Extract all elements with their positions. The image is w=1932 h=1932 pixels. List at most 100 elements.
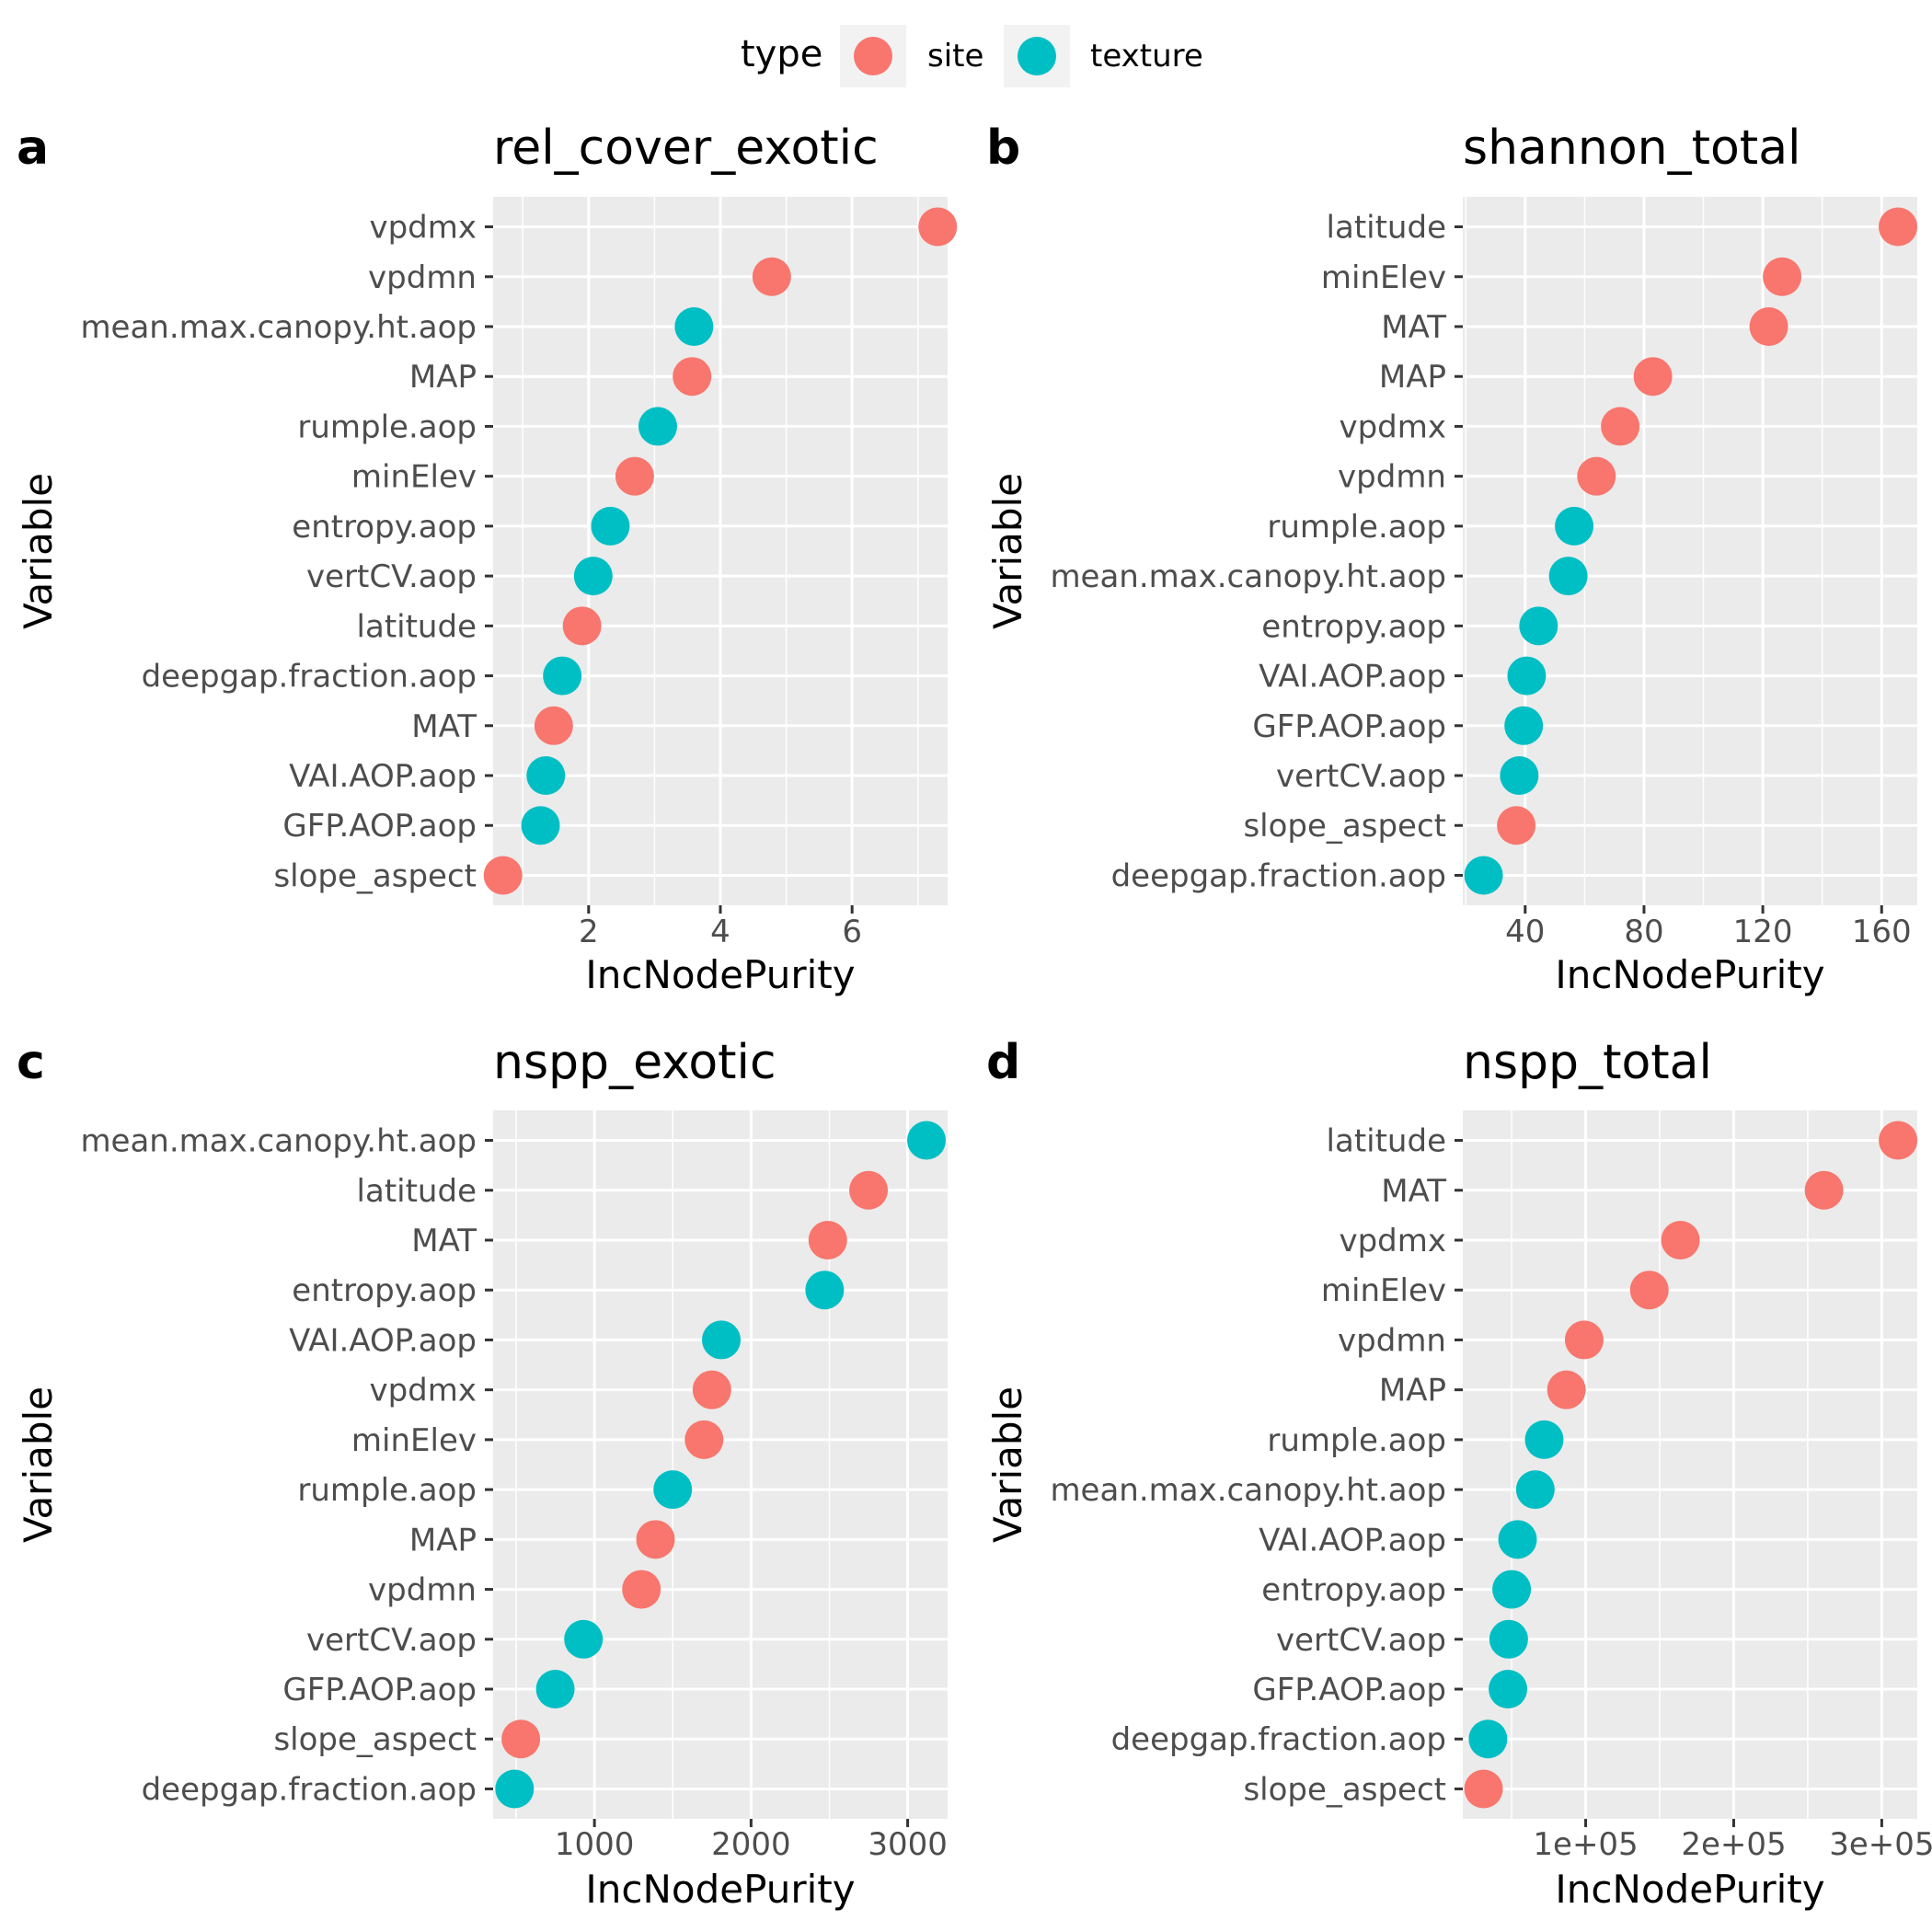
data-point	[1577, 456, 1616, 496]
data-point	[752, 257, 791, 296]
y-tick-label: MAP	[409, 359, 477, 396]
y-tick-label: latitude	[1327, 1123, 1446, 1160]
data-point	[1489, 1670, 1528, 1709]
data-point	[483, 856, 523, 895]
x-tick-label: 3e+05	[1829, 1826, 1932, 1863]
y-tick-label: entropy.aop	[292, 1272, 477, 1309]
y-axis-label: Variable	[16, 1386, 61, 1543]
y-tick-label: mean.max.canopy.ht.aop	[80, 309, 477, 346]
y-axis-label: Variable	[16, 473, 61, 629]
data-point	[1804, 1170, 1844, 1210]
data-point	[1497, 806, 1536, 845]
data-point	[495, 1769, 535, 1809]
y-tick-label: rumple.aop	[297, 1472, 477, 1509]
y-tick-label: vpdmn	[368, 259, 477, 296]
y-tick-label: VAI.AOP.aop	[1259, 659, 1446, 696]
panel-tag: c	[17, 1035, 45, 1090]
y-tick-label: slope_aspect	[1243, 1771, 1446, 1808]
data-point	[1555, 506, 1594, 546]
x-tick-label: 160	[1852, 914, 1912, 950]
data-point	[918, 207, 958, 247]
data-point	[526, 756, 566, 796]
y-tick-label: slope_aspect	[273, 857, 477, 894]
y-tick-label: mean.max.canopy.ht.aop	[1050, 558, 1446, 595]
y-tick-label: slope_aspect	[1243, 808, 1446, 845]
y-tick-label: minElev	[351, 1422, 477, 1459]
panel-title: shannon_total	[1463, 121, 1801, 176]
y-tick-label: vertCV.aop	[306, 1622, 477, 1659]
data-point	[1548, 557, 1588, 596]
y-tick-label: GFP.AOP.aop	[282, 1672, 477, 1708]
data-point	[702, 1320, 742, 1360]
y-tick-label: entropy.aop	[1261, 1572, 1446, 1609]
data-point	[521, 806, 560, 845]
panel-title: nspp_exotic	[493, 1035, 776, 1090]
panel-background	[1463, 1110, 1917, 1819]
y-tick-label: vpdmn	[368, 1572, 477, 1609]
y-tick-label: latitude	[357, 1173, 477, 1210]
data-point	[673, 357, 712, 397]
panel-tag: d	[986, 1035, 1020, 1090]
x-tick-label: 6	[842, 914, 862, 950]
y-tick-label: vertCV.aop	[1276, 758, 1446, 795]
y-tick-label: rumple.aop	[1267, 509, 1446, 546]
data-point	[1601, 407, 1640, 446]
x-tick-label: 3000	[868, 1826, 948, 1863]
data-point	[1515, 1470, 1555, 1510]
y-tick-label: vertCV.aop	[306, 558, 477, 595]
y-tick-label: vpdmn	[1338, 1322, 1446, 1359]
y-tick-label: MAT	[1381, 1173, 1446, 1210]
x-tick-label: 80	[1624, 914, 1663, 950]
x-tick-label: 40	[1505, 914, 1545, 950]
x-tick-label: 120	[1733, 914, 1793, 950]
data-point	[501, 1719, 541, 1759]
y-tick-label: minElev	[351, 459, 477, 496]
panel-c: c nspp_exotic mean.max.canopy.ht.aop latitu…	[16, 1035, 948, 1912]
data-point	[1468, 1719, 1508, 1759]
x-tick-label: 1e+05	[1533, 1826, 1638, 1863]
data-point	[1763, 257, 1802, 296]
data-point	[1507, 656, 1547, 696]
data-point	[535, 1670, 575, 1709]
panel-d: d nspp_total latitude MAT vpdmx minElev vpdmn M…	[985, 1035, 1932, 1912]
data-point	[573, 557, 613, 596]
y-tick-label: slope_aspect	[273, 1721, 477, 1758]
data-point	[1498, 1520, 1537, 1559]
legend-label-texture: texture	[1090, 38, 1203, 75]
data-point	[543, 656, 582, 696]
x-tick-label: 2e+05	[1681, 1826, 1786, 1863]
data-point	[1629, 1271, 1669, 1310]
y-tick-label: deepgap.fraction.aop	[1111, 1721, 1446, 1758]
y-tick-label: vpdmx	[369, 210, 477, 247]
panel-title: nspp_total	[1463, 1035, 1712, 1090]
y-tick-label: entropy.aop	[292, 509, 477, 546]
x-axis-label: IncNodePurity	[585, 952, 855, 997]
y-tick-label: vpdmx	[1339, 408, 1446, 445]
y-axis-label: Variable	[985, 473, 1030, 629]
y-tick-label: GFP.AOP.aop	[1252, 708, 1446, 745]
data-point	[1500, 756, 1539, 796]
data-point	[1464, 856, 1503, 895]
legend-label-site: site	[927, 38, 983, 75]
y-tick-label: minElev	[1321, 1272, 1446, 1309]
data-point	[1564, 1320, 1604, 1360]
data-point	[636, 1520, 675, 1559]
y-tick-label: mean.max.canopy.ht.aop	[80, 1123, 477, 1160]
y-tick-label: vertCV.aop	[1276, 1622, 1446, 1659]
y-tick-label: vpdmx	[1339, 1223, 1446, 1259]
x-axis-label: IncNodePurity	[1555, 952, 1824, 997]
y-tick-label: vpdmn	[1338, 459, 1446, 496]
legend-dot-site	[854, 37, 892, 75]
legend: type site texture	[741, 25, 1203, 87]
x-tick-label: 4	[710, 914, 730, 950]
y-axis-label: Variable	[985, 1386, 1030, 1543]
data-point	[1661, 1220, 1700, 1259]
y-tick-label: MAT	[1381, 309, 1446, 346]
data-point	[534, 706, 573, 745]
data-point	[562, 606, 602, 646]
data-point	[849, 1170, 889, 1210]
data-point	[1547, 1370, 1586, 1409]
panel-b: b shannon_total latitude minElev MAT MAP vpdmx…	[985, 121, 1918, 997]
data-point	[564, 1619, 604, 1659]
